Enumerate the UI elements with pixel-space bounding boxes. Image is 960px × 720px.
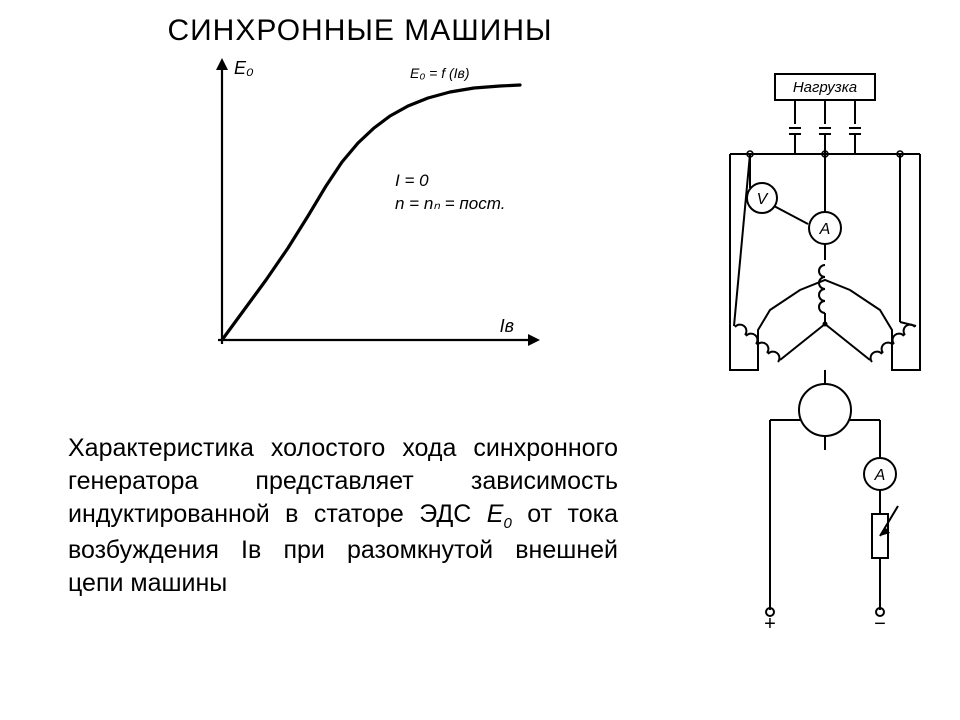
- svg-text:V: V: [757, 191, 769, 208]
- E-subscript: 0: [503, 515, 511, 532]
- svg-text:Iв: Iв: [500, 316, 514, 336]
- svg-text:Нагрузка: Нагрузка: [793, 79, 857, 96]
- svg-text:−: −: [874, 613, 886, 630]
- page-title: СИНХРОННЫЕ МАШИНЫ: [0, 14, 720, 48]
- body-paragraph: Характеристика холостого хода синхронног…: [68, 432, 618, 600]
- svg-text:A: A: [819, 221, 831, 238]
- page: СИНХРОННЫЕ МАШИНЫ E₀ Iв E₀ = f (Iв) I = 0 …: [0, 0, 960, 720]
- svg-text:E₀: E₀: [234, 58, 254, 78]
- svg-text:E₀ = f (Iв): E₀ = f (Iв): [410, 65, 470, 81]
- generator-schematic: Нагрузка V A A + −: [700, 70, 950, 630]
- cond-line2: n = nₙ = пост.: [395, 193, 505, 216]
- svg-text:+: +: [764, 613, 776, 630]
- svg-text:A: A: [874, 467, 886, 484]
- E-symbol: E: [487, 500, 504, 528]
- cond-line1: I = 0: [395, 170, 505, 193]
- chart-conditions: I = 0 n = nₙ = пост.: [395, 170, 505, 216]
